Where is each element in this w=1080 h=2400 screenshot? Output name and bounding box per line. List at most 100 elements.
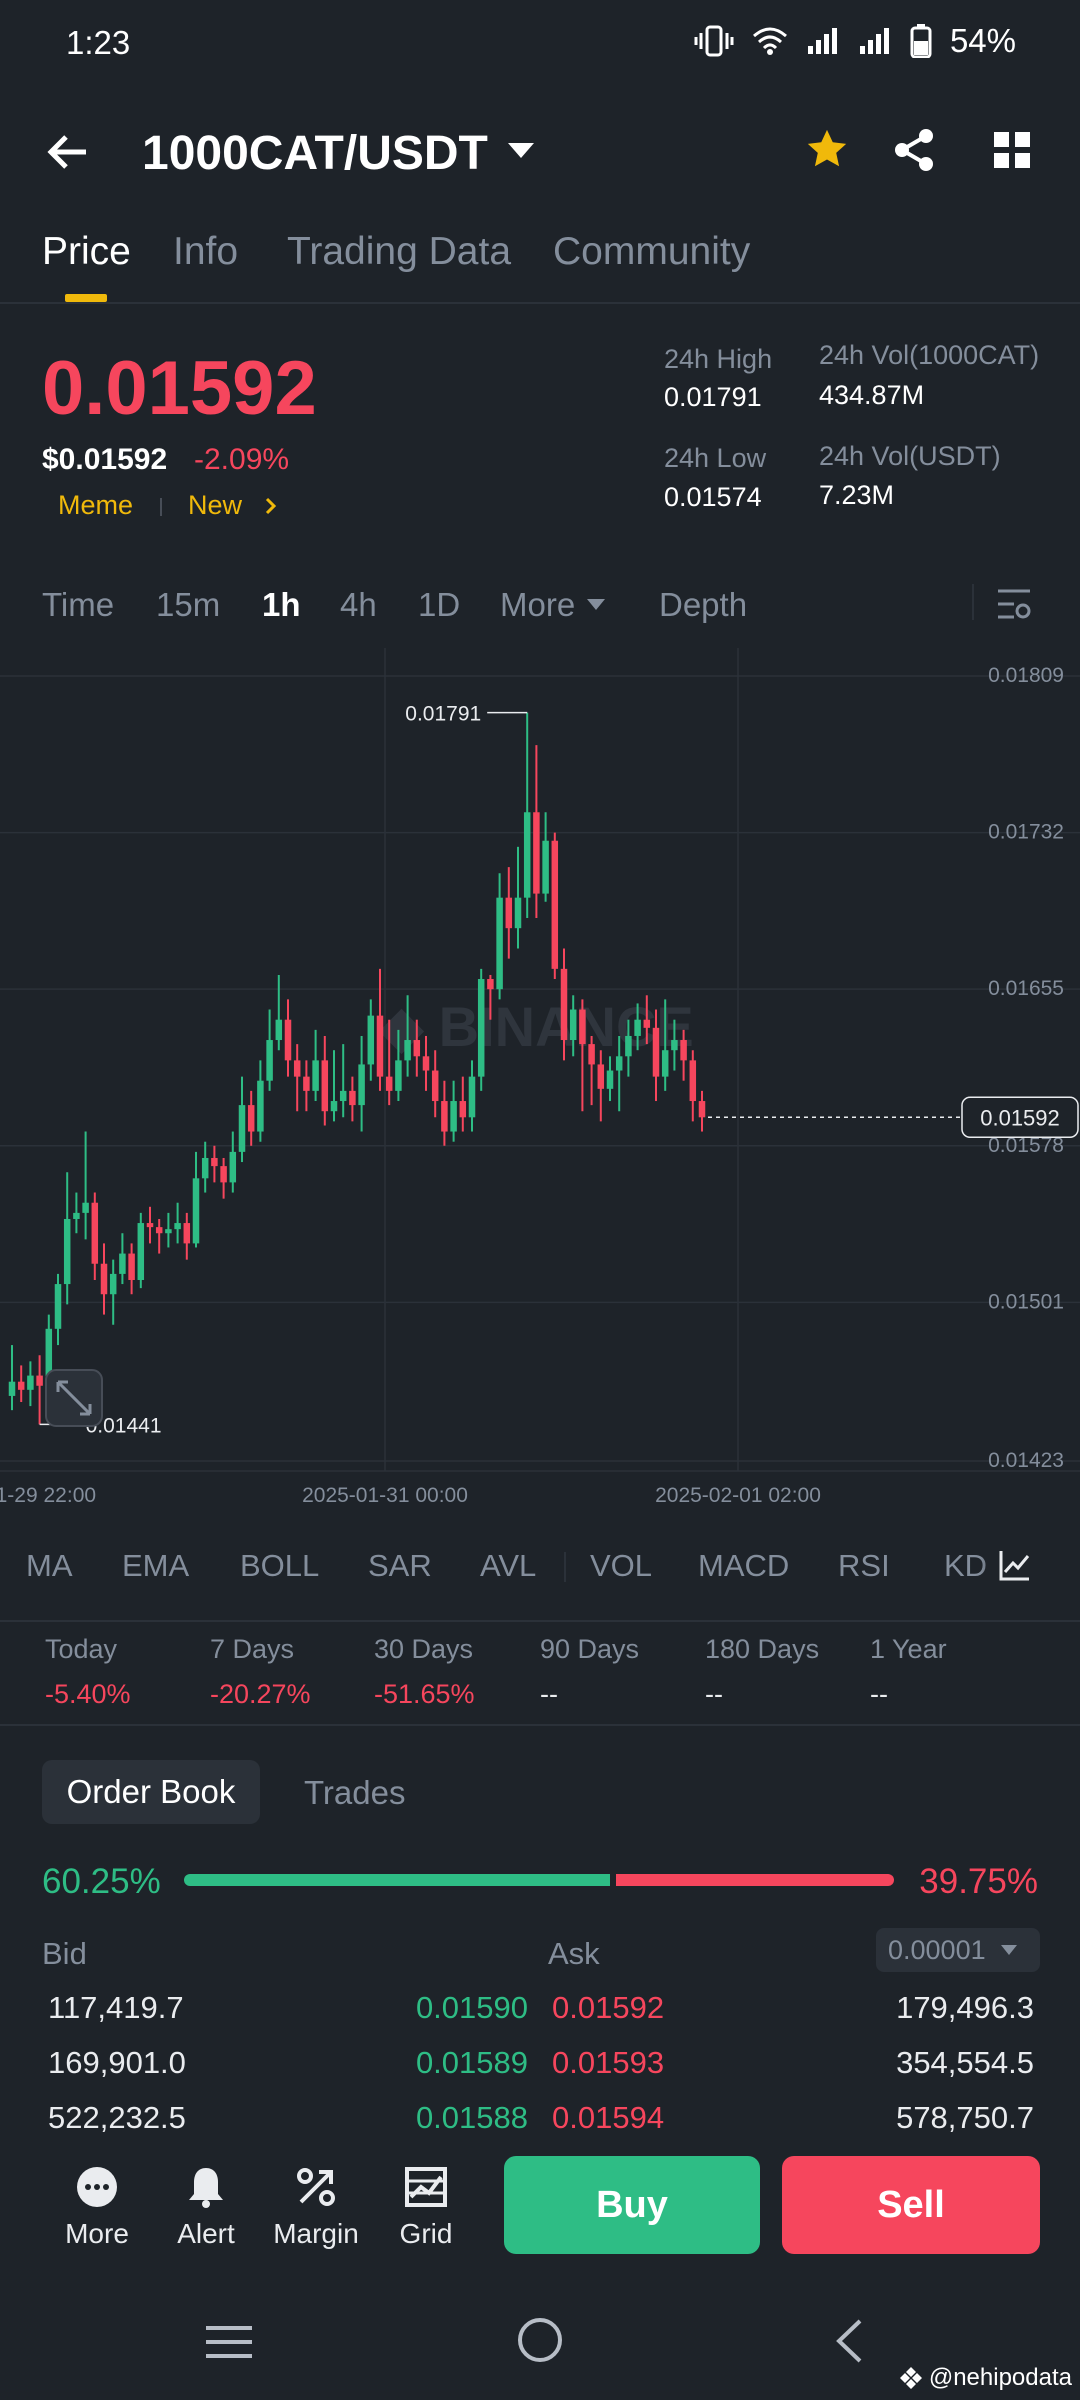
candle-body xyxy=(385,1076,393,1091)
orderbook-row[interactable]: 117,419.7 0.01590 0.01592 179,496.3 xyxy=(0,1990,1080,2044)
candle-body xyxy=(459,1101,467,1118)
interval-depth[interactable]: Depth xyxy=(659,586,748,623)
tag-meme[interactable]: Meme xyxy=(58,490,134,520)
candle-body xyxy=(698,1101,706,1118)
candle-body xyxy=(201,1157,209,1179)
ask-qty: 354,554.5 xyxy=(896,2045,1034,2080)
tab-order-book[interactable]: Order Book xyxy=(42,1760,260,1824)
interval-1h[interactable]: 1h xyxy=(262,586,301,623)
watermark-logo-icon xyxy=(899,2367,922,2389)
candle-body xyxy=(220,1166,227,1183)
home-icon[interactable] xyxy=(516,2316,564,2364)
ask-ratio-bar xyxy=(616,1874,894,1886)
active-tab-indicator xyxy=(65,294,107,302)
back-nav-icon[interactable] xyxy=(834,2318,864,2364)
x-tick-label: 2025-02-01 02:00 xyxy=(655,1484,821,1507)
alert-button[interactable]: Alert xyxy=(151,2164,261,2250)
indicator-sar[interactable]: SAR xyxy=(368,1548,432,1583)
fullscreen-expand-icon[interactable] xyxy=(45,1369,103,1427)
candle-body xyxy=(523,812,531,898)
caret-down-icon[interactable] xyxy=(506,140,536,162)
perf-label: 180 Days xyxy=(705,1634,820,1664)
indicator-boll[interactable]: BOLL xyxy=(240,1548,320,1583)
indicator-ma[interactable]: MA xyxy=(26,1548,73,1583)
margin-button[interactable]: Margin xyxy=(261,2164,371,2250)
interval-time[interactable]: Time xyxy=(42,586,115,623)
stat-high-label: 24h High xyxy=(664,344,773,374)
grid-button[interactable]: Grid xyxy=(371,2164,481,2250)
candle-body xyxy=(165,1229,172,1234)
candle-body xyxy=(45,1328,53,1386)
price-usd: $0.01592 xyxy=(42,443,168,476)
pair-title[interactable]: 1000CAT/USDT xyxy=(142,127,488,180)
indicator-ema[interactable]: EMA xyxy=(122,1548,190,1583)
interval-15m[interactable]: 15m xyxy=(156,586,221,623)
perf-30d: 30 Days -51.65% xyxy=(374,1634,475,1710)
candle-body xyxy=(661,1050,669,1077)
interval-4h[interactable]: 4h xyxy=(340,586,377,623)
y-tick-label: 0.01732 xyxy=(988,821,1064,844)
candle-body xyxy=(100,1263,108,1295)
candlestick-chart[interactable]: ◆ BINANCE 0.01791 0.01441 0.01809 0.01732 0.0… xyxy=(0,648,1080,1520)
perf-90d: 90 Days -- xyxy=(540,1634,639,1710)
candle-body xyxy=(137,1223,145,1281)
share-icon[interactable] xyxy=(892,128,936,172)
precision-select[interactable]: 0.00001 xyxy=(876,1928,1040,1972)
favorite-star-icon[interactable] xyxy=(804,126,850,172)
candle-body xyxy=(477,979,485,1077)
indicator-rsi[interactable]: RSI xyxy=(838,1548,890,1583)
orderbook-row[interactable]: 169,901.0 0.01589 0.01593 354,554.5 xyxy=(0,2045,1080,2099)
buy-button[interactable]: Buy xyxy=(504,2156,760,2254)
candle-body xyxy=(339,1090,347,1102)
interval-1d[interactable]: 1D xyxy=(418,586,461,623)
tab-price[interactable]: Price xyxy=(42,230,131,273)
perf-label: 90 Days xyxy=(540,1634,640,1664)
candle-body xyxy=(229,1151,237,1183)
indicator-vol[interactable]: VOL xyxy=(590,1548,653,1583)
tab-info[interactable]: Info xyxy=(173,230,239,273)
recents-icon[interactable] xyxy=(204,2322,254,2362)
last-price: 0.01592 xyxy=(42,346,317,431)
tag-new[interactable]: New xyxy=(188,490,243,520)
candle-body xyxy=(450,1101,457,1132)
price-change: -2.09% xyxy=(194,443,290,476)
interval-more[interactable]: More xyxy=(500,586,576,623)
candle-body xyxy=(257,1080,264,1132)
candle-body xyxy=(63,1218,71,1285)
back-arrow-icon[interactable] xyxy=(46,132,90,172)
candle-body xyxy=(266,1040,273,1081)
grid-menu-icon[interactable] xyxy=(992,130,1032,170)
chevron-right-icon[interactable] xyxy=(264,496,278,516)
bid-price: 0.01590 xyxy=(415,1990,528,2025)
alert-label: Alert xyxy=(177,2218,235,2249)
orderbook-row[interactable]: 522,232.5 0.01588 0.01594 578,750.7 xyxy=(0,2100,1080,2154)
status-time: 1:23 xyxy=(66,24,131,61)
indicator-settings-icon[interactable] xyxy=(998,1548,1032,1582)
tab-trades[interactable]: Trades xyxy=(304,1774,406,1811)
indicator-macd[interactable]: MACD xyxy=(698,1548,790,1583)
candle-body xyxy=(680,1040,687,1061)
indicator-kd[interactable]: KD xyxy=(944,1548,988,1583)
perf-value: -5.40% xyxy=(45,1679,131,1709)
indicator-avl[interactable]: AVL xyxy=(480,1548,537,1583)
precision-value: 0.00001 xyxy=(888,1935,986,1965)
more-caret-icon[interactable] xyxy=(586,598,606,612)
candle-body xyxy=(238,1105,246,1152)
candle-body xyxy=(376,1015,384,1077)
candle-body xyxy=(422,1056,430,1071)
tab-trading-data[interactable]: Trading Data xyxy=(287,230,512,273)
tab-community[interactable]: Community xyxy=(553,230,751,273)
stat-vol-quote-value: 7.23M xyxy=(819,480,895,510)
candle-body xyxy=(569,1009,577,1041)
bottom-action-bar: More Alert Margin Grid Buy Sell xyxy=(0,2140,1080,2280)
sell-button[interactable]: Sell xyxy=(782,2156,1040,2254)
y-tick-label: 0.01655 xyxy=(988,977,1064,1000)
indicator-bar: MA EMA BOLL SAR AVL VOL MACD RSI KD xyxy=(0,1534,1080,1598)
candle-body xyxy=(73,1212,80,1219)
more-button[interactable]: More xyxy=(42,2164,152,2250)
battery-level: 54% xyxy=(949,22,1016,59)
chart-settings-icon[interactable] xyxy=(996,586,1032,622)
stat-high-value: 0.01791 xyxy=(664,382,762,412)
candle-body xyxy=(560,968,568,1041)
candle-body xyxy=(468,1076,476,1118)
